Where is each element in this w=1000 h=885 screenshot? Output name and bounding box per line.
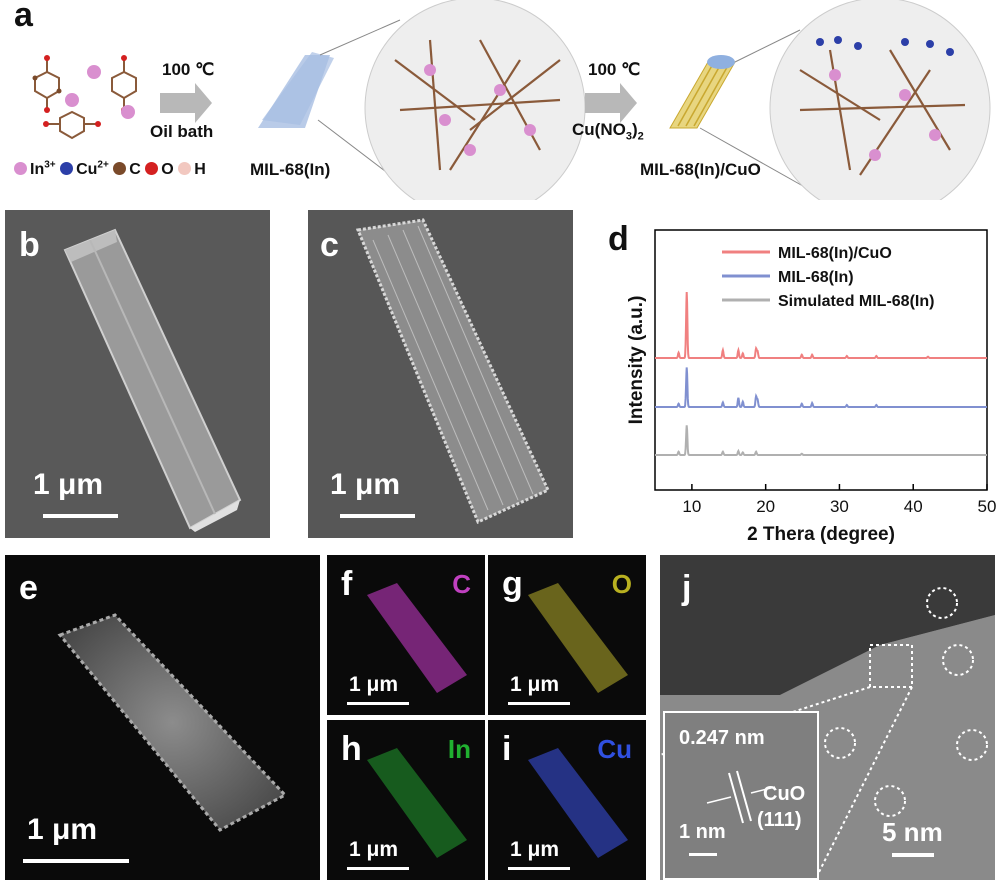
panel-c-scale-bar: [340, 514, 415, 518]
legend-in: In3+: [14, 160, 56, 178]
legend-cu-dot: [60, 162, 74, 176]
cu-map-rod: [528, 748, 628, 858]
panel-e-stem-image: e 1 μm: [5, 555, 320, 880]
panel-f-scale-bar: [347, 702, 409, 705]
panel-g-element: O: [611, 569, 632, 599]
panel-j-hrtem-image: j 5 nm 0.247 nm CuO (111) 1 nm: [660, 555, 995, 880]
legend-entry: MIL-68(In): [778, 269, 854, 286]
c-map-rod: [367, 583, 467, 693]
panel-c-sem-image: c 1 μm: [308, 210, 573, 538]
legend-h: H: [178, 161, 206, 178]
crystal-marker-3: [824, 727, 856, 759]
legend-entry: Simulated MIL-68(In): [778, 293, 934, 310]
xrd-series-line: [655, 291, 987, 360]
x-tick-label: 30: [830, 497, 849, 516]
panel-b-scale-bar: [43, 514, 118, 518]
panel-j-scale-bar: [892, 853, 934, 857]
panel-i-scale-text: 1 μm: [510, 838, 560, 861]
arrow-2-icon: [585, 83, 637, 123]
legend-c: C: [113, 161, 141, 178]
arrow-1-icon: [160, 83, 212, 123]
product-label: MIL-68(In)/CuO: [640, 160, 761, 179]
crystal-marker-5: [874, 785, 906, 817]
panel-f-element: C: [452, 569, 471, 599]
panel-a-scheme: [32, 0, 991, 200]
composite-structure-sphere: [769, 0, 991, 200]
x-tick-label: 20: [756, 497, 775, 516]
legend-o: O: [145, 161, 174, 178]
step2-temperature: 100 ℃: [588, 60, 641, 79]
xrd-series-line: [655, 367, 987, 409]
panel-i-map: i Cu 1 μm: [488, 720, 646, 880]
step1-temperature: 100 ℃: [162, 60, 215, 79]
panel-e-label: e: [19, 569, 38, 607]
zoom-region-box: [869, 644, 913, 688]
in-map-rod: [367, 748, 467, 858]
step1-condition: Oil bath: [150, 122, 214, 141]
legend-h-dot: [178, 162, 192, 176]
chart-frame: [654, 229, 988, 491]
panel-e-scale-text: 1 μm: [27, 813, 98, 846]
x-tick-label: 50: [978, 497, 997, 516]
panel-f-map: f C 1 μm: [327, 555, 485, 715]
o-map-rod: [528, 583, 628, 693]
x-tick-label: 10: [682, 497, 701, 516]
inset-scale-text: 1 nm: [679, 821, 726, 843]
crystal-marker-1: [926, 587, 958, 619]
panel-c-label: c: [320, 226, 339, 264]
panel-h-scale-text: 1 μm: [349, 838, 399, 861]
panel-f-scale-text: 1 μm: [349, 673, 399, 696]
rod-e-shape: [57, 613, 288, 832]
legend-entry: MIL-68(In)/CuO: [778, 245, 892, 262]
panel-j-scale-text: 5 nm: [882, 817, 943, 847]
element-legend: In3+ Cu2+ C O H: [14, 160, 206, 179]
inset-lattice: [706, 770, 776, 824]
crystal-marker-2: [942, 644, 974, 676]
panel-e-scale-bar: [23, 859, 129, 863]
legend-c-dot: [113, 162, 127, 176]
step2-reagent: Cu(NO3)2: [572, 120, 644, 143]
panel-g-scale-bar: [508, 702, 570, 705]
panel-a-label: a: [14, 0, 33, 34]
panel-g-map: g O 1 μm: [488, 555, 646, 715]
linker-molecule-3: [46, 110, 98, 140]
panel-i-element: Cu: [597, 734, 632, 764]
linker-molecule-1: [34, 58, 60, 110]
inset-scale-bar: [689, 853, 717, 856]
linker-molecule-2: [111, 58, 137, 110]
panel-g-scale-text: 1 μm: [510, 673, 560, 696]
legend-in-dot: [14, 162, 27, 176]
panel-b-label: b: [19, 226, 40, 264]
panel-h-label: h: [341, 730, 362, 768]
inset-plane: (111): [757, 809, 802, 831]
y-axis-label: Intensity (a.u.): [626, 296, 647, 425]
panel-i-label: i: [502, 730, 512, 768]
mof-label: MIL-68(In): [250, 160, 331, 179]
panel-h-element: In: [447, 734, 471, 764]
panel-i-scale-bar: [508, 867, 570, 870]
panel-j-inset: 0.247 nm CuO (111) 1 nm: [663, 711, 819, 880]
x-axis-label: 2 Thera (degree): [747, 524, 895, 545]
x-tick-label: 40: [904, 497, 923, 516]
panel-b-sem-image: b 1 μm: [5, 210, 270, 538]
panel-b-scale-text: 1 μm: [33, 468, 104, 501]
panel-d-label: d: [608, 220, 629, 258]
panel-h-scale-bar: [347, 867, 409, 870]
panel-j-label: j: [682, 569, 692, 607]
rod-c-shape: [355, 218, 550, 525]
crystal-marker-4: [956, 729, 988, 761]
panel-g-label: g: [502, 565, 523, 603]
legend-cu: Cu2+: [60, 160, 109, 178]
panel-c-scale-text: 1 μm: [330, 468, 401, 501]
rod-b-shape: [63, 228, 242, 532]
panel-f-label: f: [341, 565, 353, 603]
xrd-series-line: [655, 425, 987, 456]
xrd-chart: Intensity (a.u.) 2 Thera (degree) 10 20 30…: [626, 229, 997, 545]
legend-o-dot: [145, 162, 159, 176]
panel-h-map: h In 1 μm: [327, 720, 485, 880]
inset-phase: CuO: [763, 783, 806, 805]
inset-lattice-spacing: 0.247 nm: [679, 727, 765, 749]
